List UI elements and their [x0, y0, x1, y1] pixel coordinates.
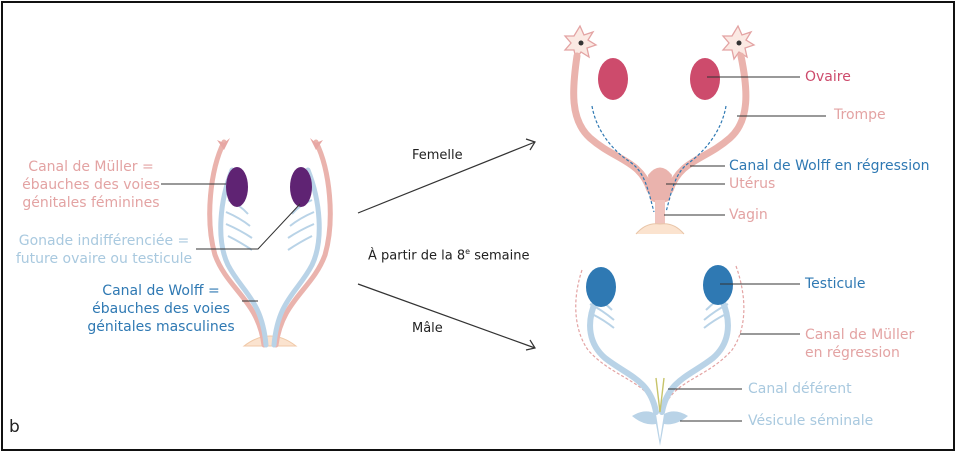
trompe-left — [570, 52, 654, 194]
vagin — [655, 200, 665, 226]
label-muller-line2: ébauches des voies — [22, 177, 160, 193]
muller-funnel-left — [217, 138, 230, 150]
label-male: Mâle — [412, 321, 443, 336]
mesonephric-tubules-right — [287, 199, 315, 251]
wolff-regression-right — [665, 105, 727, 213]
label-ovaire: Ovaire — [805, 69, 851, 85]
label-muller-line1: Canal de Müller = — [28, 159, 154, 175]
trompe-right — [666, 52, 750, 194]
muller-regression-left — [575, 269, 653, 401]
ovary-left — [598, 58, 628, 100]
label-vesicule: Vésicule séminale — [748, 413, 874, 429]
vas-deferens-right — [659, 297, 731, 415]
panel-letter: b — [9, 417, 20, 437]
leader-gonade — [196, 203, 301, 250]
label-canal-deferent: Canal déférent — [748, 381, 852, 397]
label-trompe: Trompe — [834, 107, 886, 123]
label-gonade-line2: future ovaire ou testicule — [15, 251, 193, 267]
label-muller-line3: génitales féminines — [22, 195, 160, 211]
wolff-duct-right — [271, 167, 322, 348]
perineum — [635, 223, 685, 235]
vas-deferens-left — [587, 297, 659, 415]
label-wolff-line2: ébauches des voies — [92, 301, 230, 317]
arrows — [357, 138, 536, 351]
urogenital-sinus — [242, 335, 298, 347]
timing-sup: e — [465, 247, 471, 256]
label-gonade-line1: Gonade indifférenciée = — [18, 233, 190, 249]
label-canal-muller: Canal de Müller = ébauches des voies gén… — [20, 158, 162, 212]
label-canal-wolff: Canal de Wolff = ébauches des voies géni… — [78, 282, 244, 336]
testicle-right — [703, 265, 733, 305]
timing-end: semaine — [470, 248, 530, 264]
label-timing: À partir de la 8e semaine — [368, 243, 529, 265]
label-uterus: Utérus — [729, 176, 776, 192]
muller-duct-left — [207, 139, 267, 348]
uterus — [648, 167, 672, 203]
muller-regression-right — [667, 265, 745, 401]
label-wolff-line1: Canal de Wolff = — [102, 283, 220, 299]
gonad-right — [290, 167, 312, 207]
male-stage — [575, 265, 800, 446]
male-arrow — [357, 283, 536, 349]
label-vagin: Vagin — [729, 207, 768, 223]
label-testicule: Testicule — [805, 276, 866, 292]
muller-funnel-right — [310, 138, 323, 150]
label-muller-regression: Canal de Müller en régression — [805, 326, 914, 362]
female-stage — [563, 24, 826, 235]
ejaculatory-duct — [655, 377, 665, 413]
mesonephric-tubules-left — [225, 199, 253, 251]
label-wolff-regression: Canal de Wolff en régression — [729, 158, 930, 174]
muller-duct-right — [273, 139, 333, 348]
label-wolff-line3: génitales masculines — [87, 319, 235, 335]
wolff-duct-left — [218, 167, 269, 348]
label-gonade: Gonade indifférenciée = future ovaire ou… — [12, 232, 196, 268]
female-arrow — [357, 141, 536, 214]
ovary-right — [690, 58, 720, 100]
indifferent-stage — [161, 138, 333, 348]
seminal-vesicles — [632, 411, 688, 446]
label-femelle: Femelle — [412, 148, 463, 163]
label-muller-regression-line1: Canal de Müller — [805, 327, 915, 343]
wolff-regression-left — [591, 105, 655, 213]
label-muller-regression-line2: en régression — [805, 345, 900, 361]
timing-main: À partir de la 8 — [368, 248, 466, 264]
gonad-left — [226, 167, 248, 207]
testicle-left — [586, 267, 616, 307]
